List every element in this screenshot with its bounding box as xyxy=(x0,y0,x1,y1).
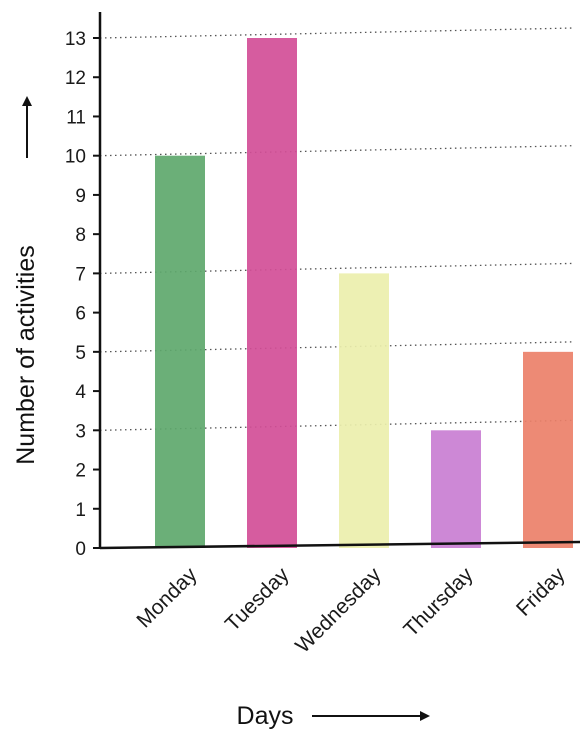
gridlines xyxy=(99,27,575,431)
y-tick-label: 12 xyxy=(65,68,86,89)
bar-friday xyxy=(523,351,573,548)
bar-monday xyxy=(155,155,205,548)
y-tick-label: 5 xyxy=(75,343,86,364)
gridline xyxy=(99,341,575,353)
x-tick-label: Friday xyxy=(512,563,570,621)
gridline xyxy=(99,262,575,275)
gridline xyxy=(99,145,575,157)
x-tick-label: Monday xyxy=(132,563,201,632)
x-tick-label: Tuesday xyxy=(221,563,294,636)
y-tick-label: 7 xyxy=(75,264,86,285)
bar-tuesday xyxy=(247,38,297,548)
bars xyxy=(155,38,573,548)
x-tick-label: Wednesday xyxy=(291,563,386,658)
y-tick-label: 11 xyxy=(66,107,86,128)
y-tick-label: 4 xyxy=(75,382,86,403)
y-tick-label: 6 xyxy=(75,304,86,325)
y-tick-label: 9 xyxy=(75,186,86,207)
bar-wednesday xyxy=(339,273,389,548)
x-tick-label: Thursday xyxy=(399,563,478,642)
y-tick-label: 10 xyxy=(65,147,86,168)
y-tick-label: 1 xyxy=(75,500,86,521)
y-tick-label: 0 xyxy=(75,539,86,560)
x-axis-label: Days xyxy=(237,702,294,730)
gridline xyxy=(99,27,575,39)
y-axis-label: Number of activities xyxy=(12,245,40,465)
y-tick-label: 8 xyxy=(75,225,86,246)
x-axis-line xyxy=(99,540,581,550)
y-tick-label: 3 xyxy=(75,421,86,442)
y-tick-label: 2 xyxy=(75,461,86,482)
y-tick-label: 13 xyxy=(65,29,86,50)
bar-thursday xyxy=(431,430,481,548)
gridline xyxy=(99,419,575,431)
